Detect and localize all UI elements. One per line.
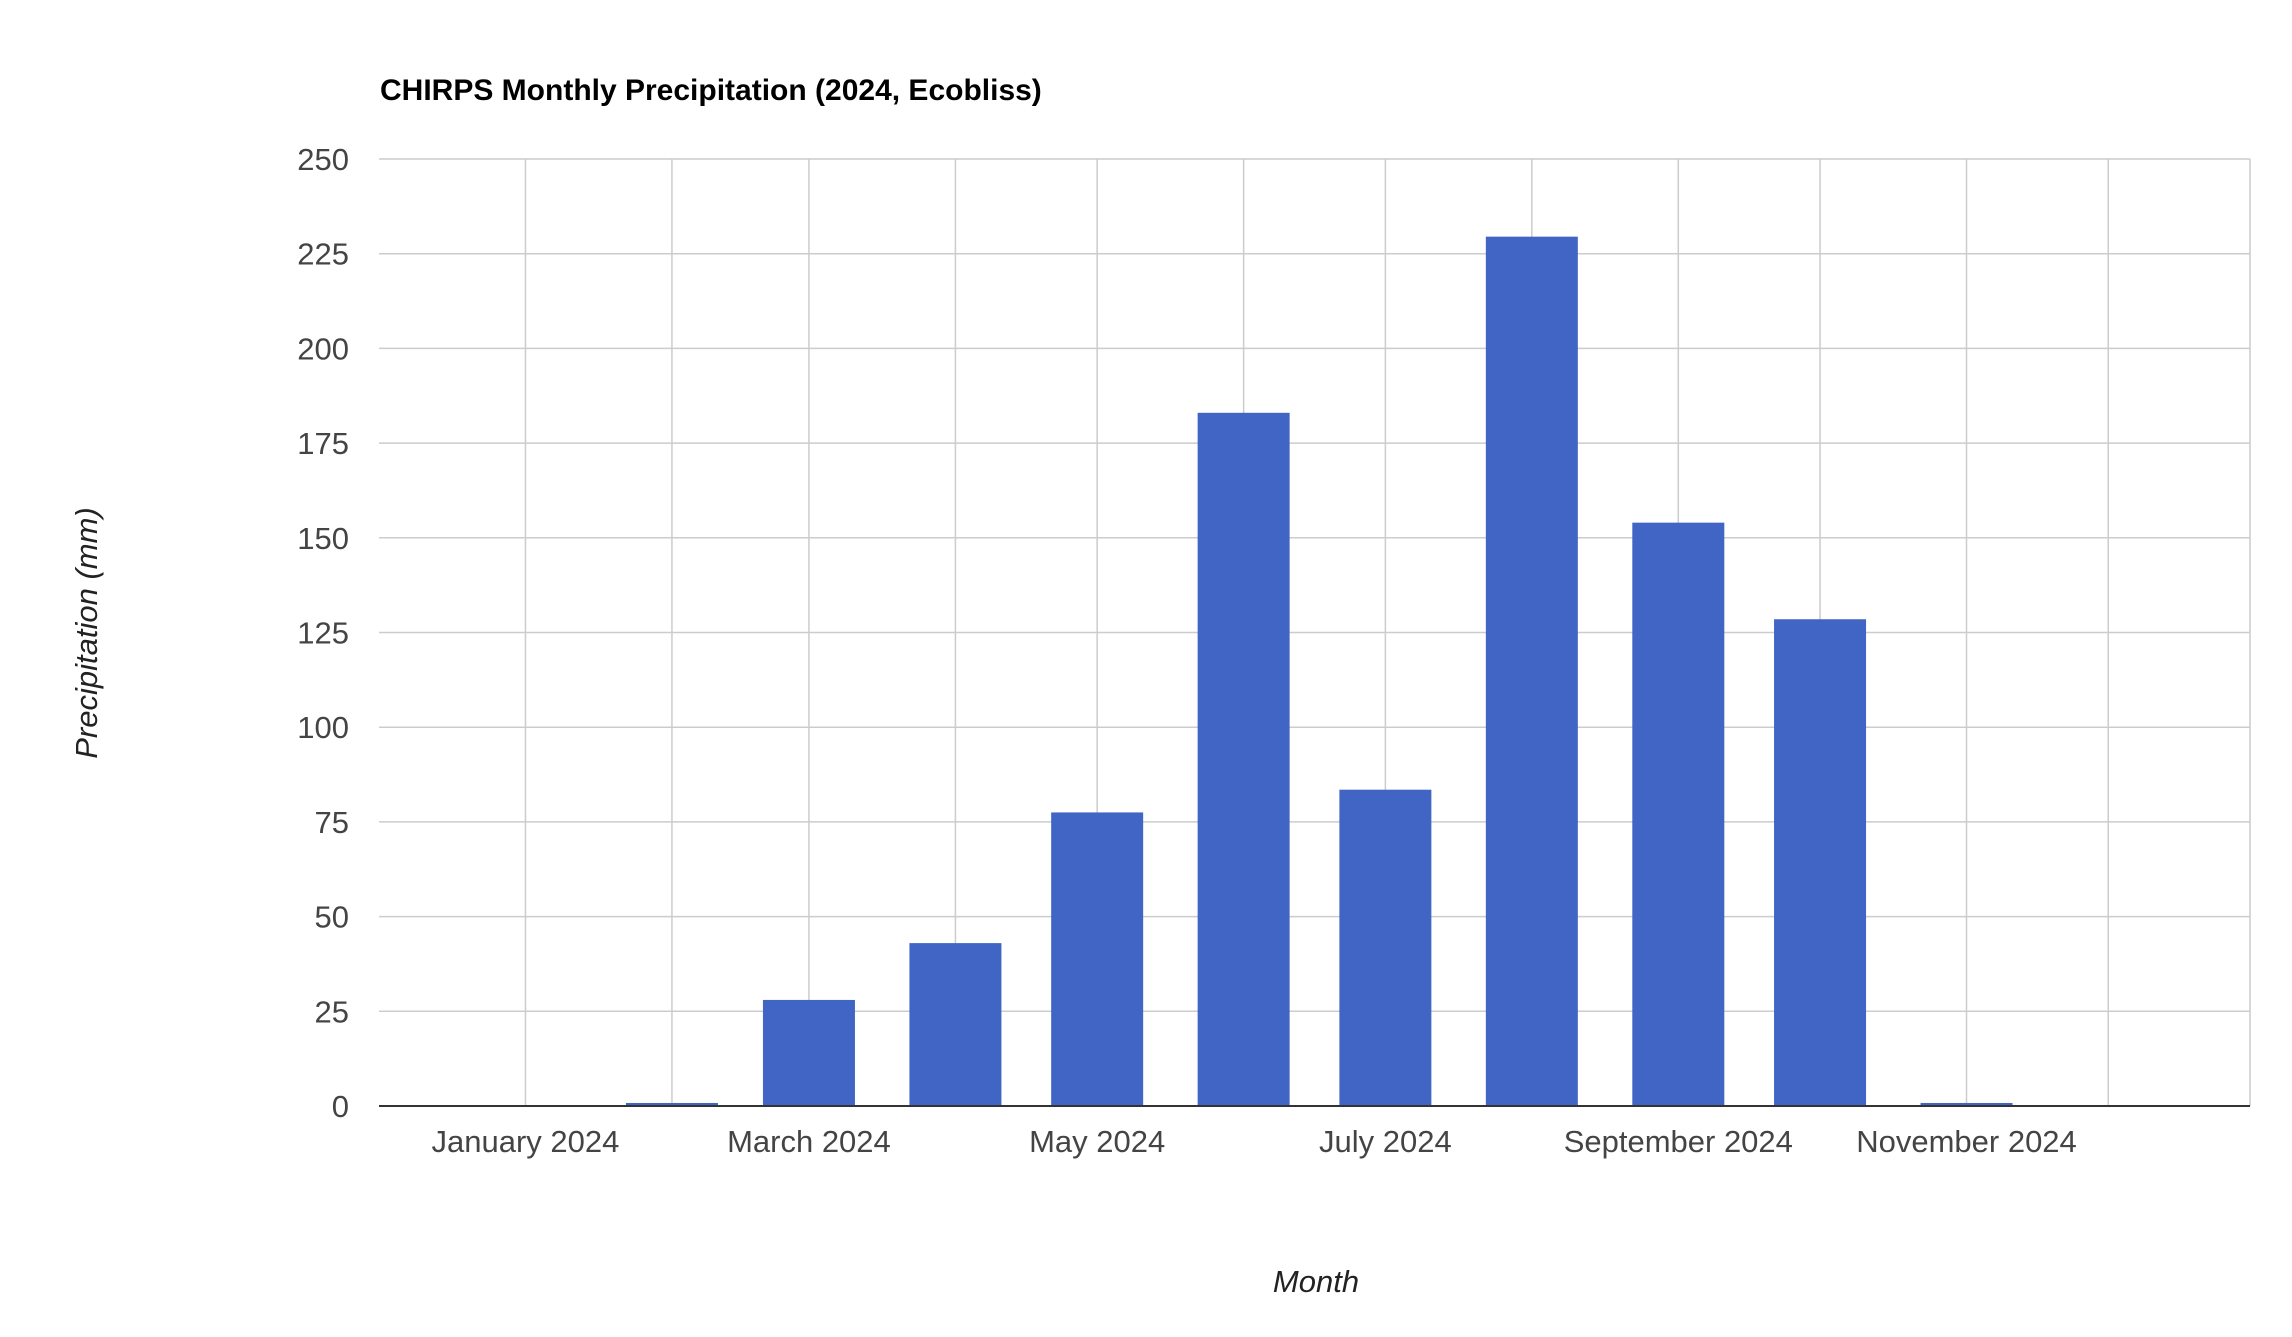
- y-tick-label: 25: [315, 994, 349, 1029]
- y-tick-label: 250: [297, 142, 349, 177]
- bar-2024-05: [1051, 812, 1144, 1106]
- x-tick-label: March 2024: [727, 1124, 891, 1159]
- x-tick-label: November 2024: [1856, 1124, 2077, 1159]
- chart-title: CHIRPS Monthly Precipitation (2024, Ecob…: [380, 74, 1042, 107]
- bar-2024-09: [1632, 522, 1725, 1106]
- y-tick-label: 175: [297, 426, 349, 461]
- y-tick-label: 100: [297, 710, 349, 745]
- bar-2024-08: [1485, 236, 1578, 1107]
- x-tick-label: September 2024: [1564, 1124, 1793, 1159]
- y-tick-label: 75: [315, 805, 349, 840]
- y-tick-label: 225: [297, 237, 349, 272]
- axis-layer: 0 25 50 75 100 125 150 175 200 225 250 January 2024…: [297, 142, 2250, 1159]
- y-tick-label: 50: [315, 900, 349, 935]
- bar-2024-06: [1197, 412, 1290, 1106]
- x-axis-title: Month: [1273, 1264, 1359, 1299]
- x-tick-label: May 2024: [1029, 1124, 1165, 1159]
- bar-2024-02: [625, 1102, 718, 1106]
- grid-layer: [379, 158, 2251, 1106]
- y-axis-title: Precipitation (mm): [69, 507, 104, 759]
- bar-layer: [625, 236, 2013, 1107]
- y-tick-label: 200: [297, 331, 349, 366]
- x-tick-label: January 2024: [432, 1124, 620, 1159]
- bar-2024-10: [1774, 619, 1867, 1106]
- y-tick-label: 125: [297, 616, 349, 651]
- bar-2024-04: [909, 943, 1002, 1106]
- bar-2024-11: [1920, 1102, 2013, 1106]
- y-tick-label: 150: [297, 521, 349, 556]
- x-tick-label: July 2024: [1319, 1124, 1452, 1159]
- bar-2024-03: [762, 999, 855, 1106]
- y-tick-label: 0: [332, 1089, 349, 1124]
- bar-2024-07: [1339, 789, 1432, 1106]
